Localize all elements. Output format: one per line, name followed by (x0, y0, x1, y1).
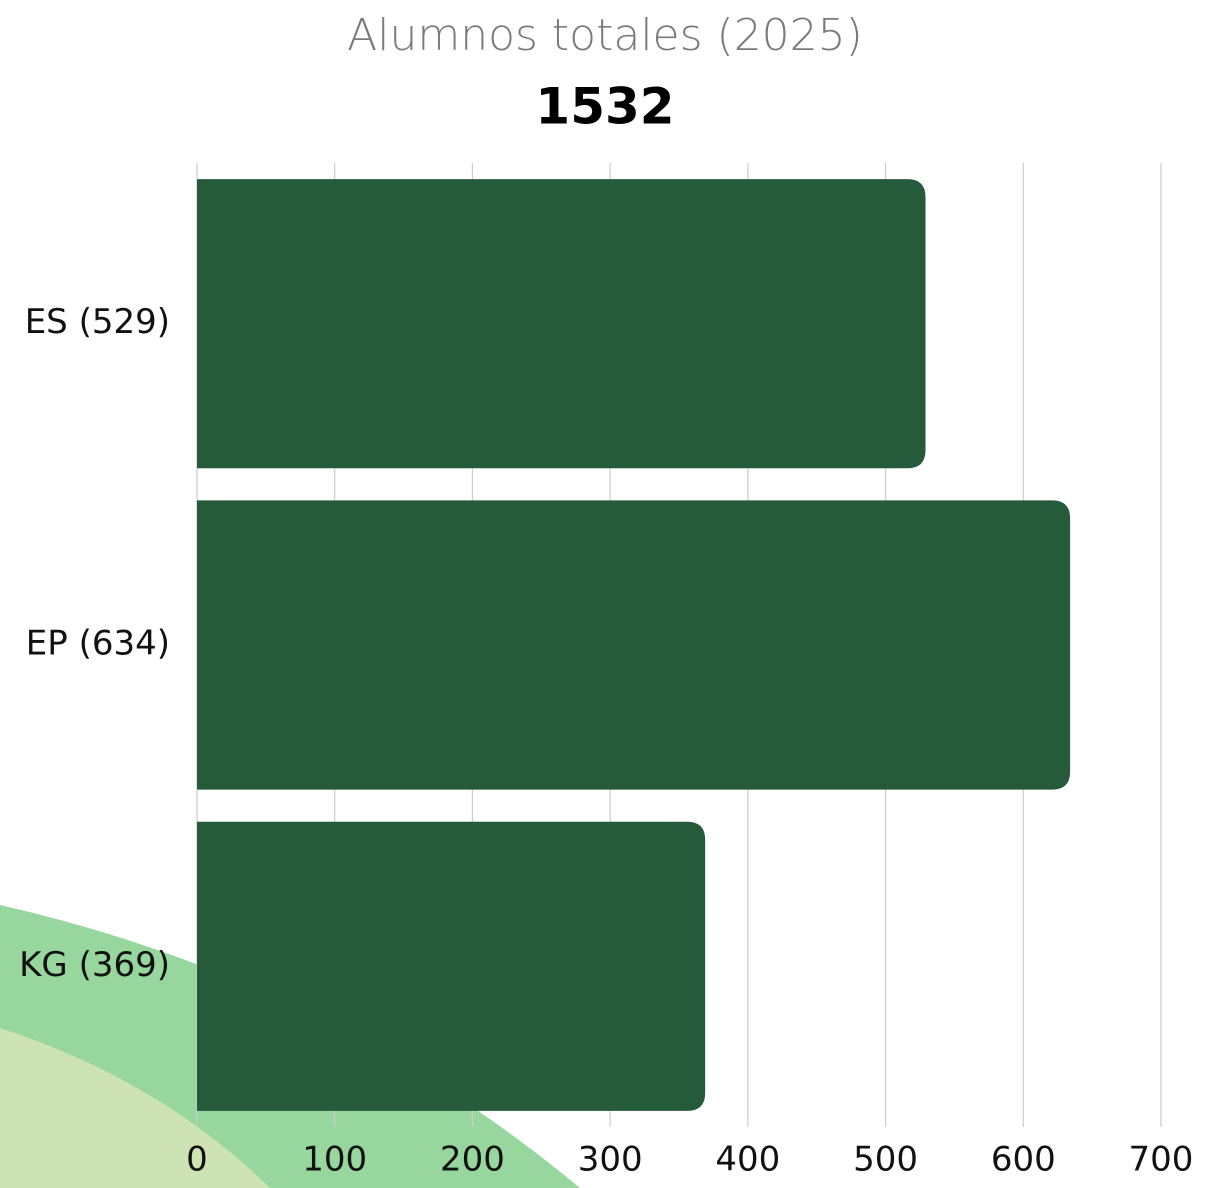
x-tick-label: 0 (186, 1140, 208, 1180)
x-tick-label: 300 (578, 1140, 643, 1180)
chart-subtitle: 1532 (535, 78, 674, 136)
chart-title: Alumnos totales (2025) (347, 10, 863, 61)
x-tick-label: 100 (302, 1140, 367, 1180)
labels: 0 100 200 300 400 500 600 700 ES (529) EP (634) KG… (19, 302, 1193, 1179)
decor-arc-inner (0, 1028, 270, 1188)
y-tick-label: ES (529) (25, 302, 170, 342)
y-tick-label: EP (634) (26, 624, 170, 664)
x-tick-label: 500 (853, 1140, 918, 1180)
bar (197, 179, 926, 469)
x-tick-label: 600 (991, 1140, 1056, 1180)
bar (197, 500, 1071, 790)
bars (197, 179, 1071, 1111)
x-tick-label: 700 (1129, 1140, 1194, 1180)
y-tick-label: KG (369) (19, 945, 170, 985)
x-tick-label: 200 (440, 1140, 505, 1180)
x-tick-label: 400 (715, 1140, 780, 1180)
bar (197, 821, 706, 1111)
